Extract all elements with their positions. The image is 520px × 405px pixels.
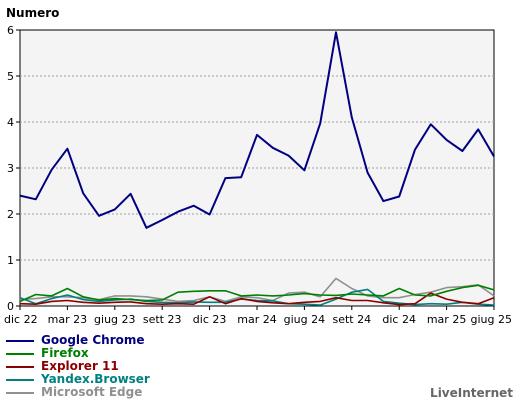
y-tick-label: 3 xyxy=(7,162,14,175)
legend-swatch xyxy=(6,378,34,381)
y-tick-label: 2 xyxy=(7,208,14,221)
legend-item: Firefox xyxy=(6,347,150,360)
series-line-google-chrome xyxy=(19,31,495,229)
grid-lines xyxy=(20,75,494,261)
x-tick-label: giug 25 xyxy=(471,313,513,326)
legend-swatch xyxy=(6,352,34,355)
legend-label: Firefox xyxy=(41,346,89,360)
x-axis-ticks: dic 22 mar 23 giug 23 sett 23 dic 23 mar 24 gi… xyxy=(4,306,512,326)
x-tick-label: dic 23 xyxy=(193,313,227,326)
legend-item: Explorer 11 xyxy=(6,360,150,373)
x-tick-label: giug 23 xyxy=(94,313,136,326)
legend-label: Google Chrome xyxy=(41,333,145,347)
legend-item: Microsoft Edge xyxy=(6,386,150,399)
legend-swatch xyxy=(6,391,34,394)
line-chart: Numero 0 1 2 3 4 5 6 dic 22 mar 23 giug 23 sett 2… xyxy=(4,6,512,326)
y-tick-label: 0 xyxy=(7,300,14,313)
legend-label: Yandex.Browser xyxy=(41,372,150,386)
legend-swatch xyxy=(6,365,34,368)
x-tick-label: sett 23 xyxy=(143,313,182,326)
y-axis-title: Numero xyxy=(6,6,59,20)
x-tick-label: mar 23 xyxy=(48,313,87,326)
legend: Google Chrome Firefox Explorer 11 Yandex.Br… xyxy=(6,334,150,399)
legend-label: Microsoft Edge xyxy=(41,385,143,399)
y-tick-label: 4 xyxy=(7,116,14,129)
x-tick-label: dic 24 xyxy=(382,313,416,326)
y-tick-label: 1 xyxy=(7,254,14,267)
x-tick-label: dic 22 xyxy=(4,313,38,326)
series-line-explorer-11 xyxy=(19,292,495,306)
legend-label: Explorer 11 xyxy=(41,359,119,373)
series-line-firefox xyxy=(19,284,495,303)
liveinternet-watermark: LiveInternet xyxy=(430,386,513,400)
series-lines xyxy=(19,31,495,306)
legend-item: Google Chrome xyxy=(6,334,150,347)
y-tick-label: 6 xyxy=(7,24,14,37)
legend-item: Yandex.Browser xyxy=(6,373,150,386)
x-tick-label: mar 24 xyxy=(237,313,276,326)
x-tick-label: giug 24 xyxy=(284,313,326,326)
y-axis-ticks: 0 1 2 3 4 5 6 xyxy=(7,24,20,313)
legend-swatch xyxy=(6,339,34,342)
y-tick-label: 5 xyxy=(7,70,14,83)
x-tick-label: mar 25 xyxy=(427,313,466,326)
series-line-yandex-browser xyxy=(19,288,495,306)
x-tick-label: sett 24 xyxy=(332,313,371,326)
